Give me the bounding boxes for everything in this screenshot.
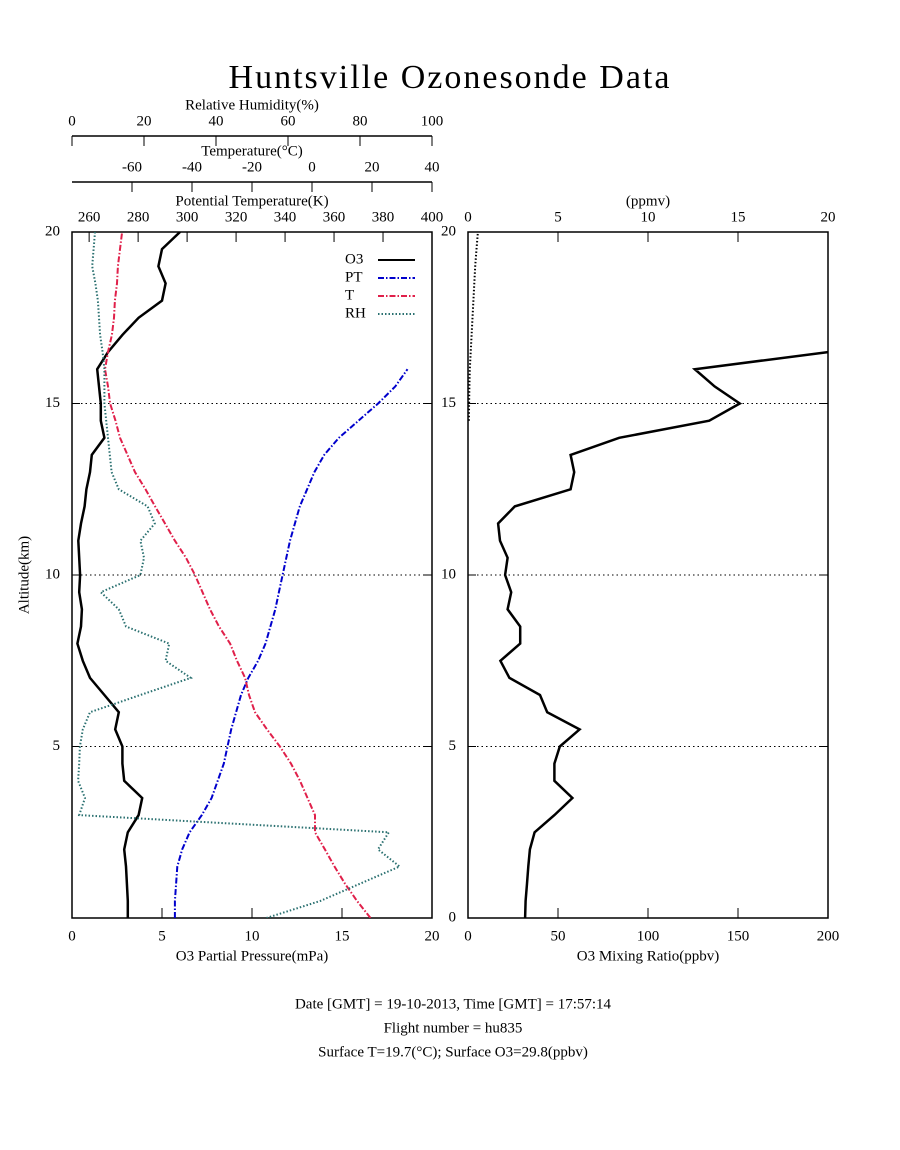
x-tick-label: 5 — [554, 209, 562, 225]
x-tick-label: 400 — [421, 209, 444, 225]
y-tick-label: 5 — [53, 738, 61, 754]
x-tick-label: -60 — [122, 159, 142, 175]
legend-label: RH — [345, 305, 366, 321]
x-axis-label: (ppmv) — [626, 193, 670, 209]
x-tick-label: 0 — [68, 113, 76, 129]
x-tick-label: 0 — [464, 209, 472, 225]
x-axis-label: O3 Mixing Ratio(ppbv) — [577, 948, 720, 964]
legend-label: PT — [345, 269, 363, 285]
x-tick-label: 380 — [372, 209, 395, 225]
x-tick-label: 360 — [323, 209, 346, 225]
x-tick-label: -20 — [242, 159, 262, 175]
x-tick-label: 20 — [821, 209, 836, 225]
chart-title: Huntsville Ozonesonde Data — [229, 59, 672, 96]
footer-line: Date [GMT] = 19-10-2013, Time [GMT] = 17… — [295, 996, 612, 1012]
x-tick-label: 200 — [817, 928, 840, 944]
footer-line: Flight number = hu835 — [384, 1020, 523, 1036]
x-tick-label: -40 — [182, 159, 202, 175]
x-tick-label: 100 — [637, 928, 660, 944]
x-axis-label: Relative Humidity(%) — [185, 97, 319, 113]
x-tick-label: 15 — [731, 209, 746, 225]
x-tick-label: 100 — [421, 113, 444, 129]
footer-line: Surface T=19.7(°C); Surface O3=29.8(ppbv… — [318, 1044, 588, 1060]
x-axis-label: O3 Partial Pressure(mPa) — [176, 948, 328, 964]
x-tick-label: 20 — [365, 159, 380, 175]
x-tick-label: 50 — [551, 928, 566, 944]
x-tick-label: 0 — [308, 159, 316, 175]
x-tick-label: 0 — [464, 928, 472, 944]
legend-label: T — [345, 287, 354, 303]
x-axis-label: Potential Temperature(K) — [175, 193, 328, 209]
x-tick-label: 10 — [641, 209, 656, 225]
data-line — [103, 232, 372, 918]
x-tick-label: 60 — [281, 113, 296, 129]
y-tick-label: 15 — [45, 395, 60, 411]
x-tick-label: 340 — [274, 209, 297, 225]
x-tick-label: 20 — [137, 113, 152, 129]
y-tick-label: 10 — [441, 566, 456, 582]
y-tick-label: 5 — [449, 738, 457, 754]
x-tick-label: 260 — [78, 209, 101, 225]
x-tick-label: 280 — [127, 209, 150, 225]
y-tick-label: 0 — [449, 909, 457, 925]
x-tick-label: 300 — [176, 209, 199, 225]
data-line — [76, 232, 181, 918]
x-tick-label: 5 — [158, 928, 166, 944]
legend-label: O3 — [345, 251, 363, 267]
data-line — [496, 350, 828, 918]
x-axis-label: Temperature(°C) — [201, 143, 303, 159]
x-tick-label: 40 — [425, 159, 440, 175]
x-tick-label: 0 — [68, 928, 76, 944]
x-tick-label: 80 — [353, 113, 368, 129]
y-tick-label: 10 — [45, 566, 60, 582]
x-tick-label: 20 — [425, 928, 440, 944]
y-tick-label: 20 — [441, 223, 456, 239]
x-tick-label: 40 — [209, 113, 224, 129]
x-tick-label: 320 — [225, 209, 248, 225]
y-tick-label: 15 — [441, 395, 456, 411]
x-tick-label: 15 — [335, 928, 350, 944]
y-axis-label: Altitude(km) — [16, 536, 32, 614]
y-tick-label: 20 — [45, 223, 60, 239]
x-tick-label: 150 — [727, 928, 750, 944]
x-tick-label: 10 — [245, 928, 260, 944]
data-line — [173, 368, 409, 918]
